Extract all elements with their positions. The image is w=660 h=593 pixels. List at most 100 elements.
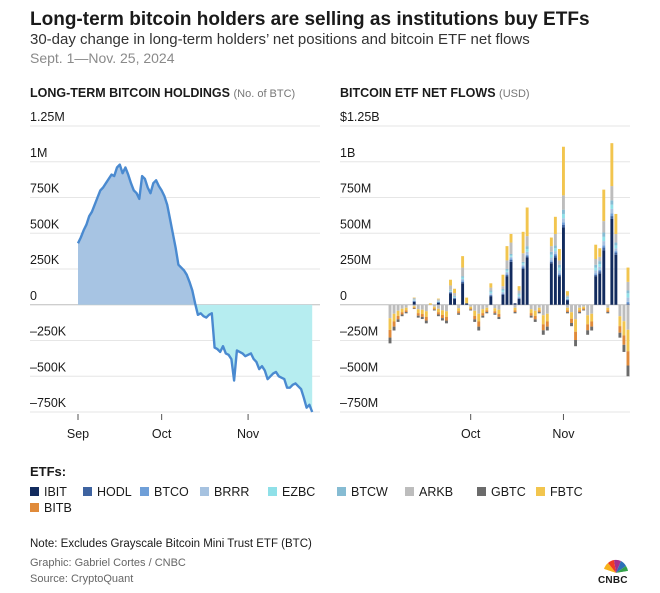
bar-segment-neg-fbtc <box>529 309 533 314</box>
bar-segment-neg-bitb <box>590 321 594 327</box>
bar-segment-neg-bitb <box>392 321 396 327</box>
bar-segment-ezbc <box>525 248 529 252</box>
bar-segment-brrr <box>549 257 553 261</box>
bar-segment-btcw <box>509 253 513 256</box>
bar-segment-neg-arkb <box>404 304 408 308</box>
bar-segment-ibit <box>549 263 553 305</box>
bar-segment-neg-gbtc <box>626 365 630 377</box>
legend-label: EZBC <box>282 485 316 499</box>
bar-segment-btcw <box>436 300 440 302</box>
bar-segment-neg-fbtc <box>473 310 477 316</box>
bar-segment-hodl <box>461 281 465 284</box>
bar-segment-ibit <box>598 273 602 305</box>
x-tick-label: Nov <box>552 427 575 441</box>
bar-segment-hodl <box>598 271 602 274</box>
bar-segment-arkb <box>453 293 456 296</box>
bar-segment-hodl <box>436 302 440 303</box>
bar-segment-btco <box>602 245 606 248</box>
y-tick-label: –250M <box>340 325 378 339</box>
bar-segment-neg-gbtc <box>445 320 448 324</box>
bar-segment-neg-fbtc <box>404 307 408 311</box>
bar-segment-ibit <box>501 294 505 305</box>
y-tick-label: –500K <box>30 360 67 374</box>
bar-segment-neg-gbtc <box>582 309 586 311</box>
y-tick-label: 1M <box>30 146 47 160</box>
bar-segment-neg-bitb <box>513 310 517 313</box>
bar-segment-neg-bitb <box>404 310 408 313</box>
bar-segment-hodl <box>517 298 521 300</box>
bar-segment-fbtc <box>436 298 440 300</box>
y-tick-label: 250K <box>30 253 60 267</box>
bar-segment-arkb <box>521 253 525 262</box>
bar-segment-neg-bitb <box>497 314 501 317</box>
bar-segment-fbtc <box>594 244 598 259</box>
bar-segment-arkb <box>525 236 529 247</box>
bar-segment-neg-fbtc <box>622 321 626 336</box>
bar-segment-neg-arkb <box>626 304 630 330</box>
bar-segment-btcw <box>489 290 493 292</box>
bar-segment-btco <box>610 213 614 217</box>
legend-swatch <box>405 487 414 497</box>
bar-segment-brrr <box>489 293 493 295</box>
bar-segment-brrr <box>562 218 565 223</box>
bar-segment-fbtc <box>602 189 606 222</box>
bar-segment-neg-gbtc <box>574 340 577 347</box>
bar-segment-neg-gbtc <box>404 312 408 314</box>
bar-segment-neg-bitb <box>529 313 533 316</box>
bar-segment-btco <box>436 302 440 303</box>
bar-segment-neg-fbtc <box>590 313 594 322</box>
bar-segment-neg-bitb <box>441 314 444 319</box>
bar-segment-neg-arkb <box>485 304 489 308</box>
bar-segment-neg-arkb <box>481 304 485 310</box>
bar-segment-brrr <box>505 271 509 274</box>
bar-segment-neg-arkb <box>618 304 622 317</box>
bar-segment-fbtc <box>525 207 529 237</box>
bar-segment-neg-gbtc <box>622 344 626 352</box>
bar-segment-neg-gbtc <box>432 309 436 311</box>
legend-swatch <box>477 487 486 497</box>
bar-segment-neg-fbtc <box>545 313 549 322</box>
bar-segment-ibit <box>602 250 606 305</box>
bar-segment-hodl <box>626 303 630 305</box>
bar-segment-fbtc <box>501 274 505 287</box>
bar-segment-arkb <box>509 242 513 254</box>
bar-segment-neg-bitb <box>457 311 461 314</box>
bar-segment-neg-fbtc <box>477 313 481 322</box>
bar-segment-ibit <box>525 257 529 305</box>
bar-segment-ezbc <box>614 245 618 249</box>
bar-segment-btco <box>521 266 525 268</box>
bar-segment-ibit <box>521 269 525 305</box>
bar-segment-fbtc <box>461 256 465 268</box>
bar-segment-neg-gbtc <box>586 330 590 335</box>
bar-segment-ibit <box>509 261 513 305</box>
bar-segment-neg-fbtc <box>396 310 400 316</box>
bar-segment-neg-arkb <box>436 304 440 309</box>
bar-segment-btcw <box>517 293 521 295</box>
right-panel-unit: (USD) <box>499 88 530 100</box>
bar-segment-btco <box>614 251 618 253</box>
right-panel-title-text: BITCOIN ETF NET FLOWS <box>340 86 496 100</box>
bar-segment-hodl <box>602 247 606 251</box>
y-tick-label: –250K <box>30 325 67 339</box>
bar-segment-neg-bitb <box>469 308 473 310</box>
bar-segment-btco <box>566 299 569 300</box>
graphic-credit: Graphic: Gabriel Cortes / CNBC <box>30 557 186 569</box>
bar-segment-ezbc <box>566 297 569 299</box>
left-panel-title: LONG-TERM BITCOIN HOLDINGS (No. of BTC) <box>30 86 295 100</box>
bar-segment-btco <box>449 291 452 293</box>
bar-segment-hodl <box>614 252 618 255</box>
left-panel-unit: (No. of BTC) <box>233 88 296 100</box>
bar-segment-ibit <box>553 257 557 305</box>
bar-segment-neg-gbtc <box>481 315 485 318</box>
bar-segment-neg-bitb <box>578 310 582 313</box>
lth-holdings-chart: 1.25M 1M 750K 500K 250K 0 –250K –500K –750K Sep Oc… <box>30 110 320 441</box>
bar-segment-ezbc <box>562 213 565 219</box>
bar-segment-btcw <box>525 246 529 249</box>
bar-segment-ibit <box>614 254 618 305</box>
bar-segment-neg-gbtc <box>396 319 400 322</box>
bar-segment-arkb <box>553 233 557 246</box>
bar-segment-btco <box>549 260 553 262</box>
legend-title: ETFs: <box>30 464 67 479</box>
bar-segment-brrr <box>610 208 614 214</box>
bar-segment-neg-gbtc <box>618 332 622 338</box>
